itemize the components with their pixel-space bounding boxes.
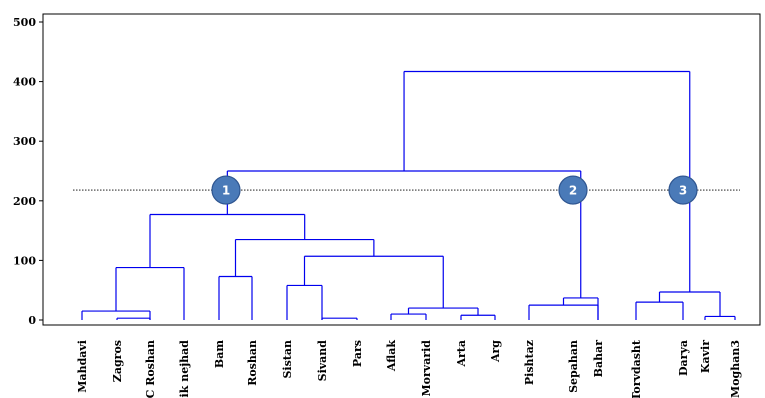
leaf-label: Sistan (281, 340, 294, 379)
branch-m6 (321, 317, 358, 320)
cluster-marker-label: 1 (222, 184, 230, 198)
y-tick-label: 0 (28, 314, 36, 327)
y-tick-label: 300 (13, 135, 36, 148)
cluster-marker-circle (211, 175, 241, 205)
branch-m7 (390, 313, 427, 320)
leaf-label: Morvarid (420, 340, 433, 397)
cluster-marker-circle (668, 175, 698, 205)
branch-m19 (403, 70, 691, 292)
leaf-label: Darya (677, 340, 690, 376)
y-tick-label: 500 (13, 16, 36, 29)
leaf-label: Roshan (246, 340, 259, 386)
y-tick-label: 200 (13, 195, 36, 208)
leaf-labels: Mahdavi Zagros C Roshan ik nejhad Bam Roshan S… (76, 339, 742, 398)
leaf-label: Mahdavi (76, 340, 89, 393)
branch-m4 (218, 275, 253, 320)
leaf-label: Moghan3 (729, 340, 742, 398)
cluster-marker-label: 3 (679, 184, 687, 198)
leaf-label: Kavir (699, 340, 712, 373)
branch-m13 (528, 304, 599, 320)
leaf-label: Sepahan (567, 340, 580, 393)
leaf-label: ik nejhad (178, 340, 191, 398)
y-tick-label: 400 (13, 76, 36, 89)
cluster-marker-1: 1 (211, 175, 241, 205)
branch-m15 (635, 301, 684, 320)
leaf-label: Pars (351, 340, 364, 367)
leaf-label: Torvdasht (630, 339, 643, 398)
branch-m16 (704, 315, 736, 320)
cluster-marker-2: 2 (558, 175, 588, 205)
branch-m12 (149, 213, 306, 268)
leaf-label: Arta (455, 340, 468, 368)
cluster-marker-3: 3 (668, 175, 698, 205)
branches (81, 70, 736, 320)
leaf-label: Zagros (111, 340, 124, 382)
plot-axes: 0 100 200 300 400 500 (13, 13, 761, 327)
branch-m14 (562, 297, 599, 320)
cluster-markers: 1 2 3 (211, 175, 698, 205)
leaf-label: Pishtaz (523, 340, 536, 385)
leaf-label: Bahar (592, 340, 605, 378)
branch-m8 (460, 314, 496, 320)
cluster-marker-label: 2 (569, 184, 577, 198)
branch-m17 (658, 291, 721, 317)
leaf-label: C Roshan (144, 340, 157, 398)
plot-frame (42, 13, 761, 326)
branch-m10 (303, 255, 444, 309)
leaf-label: Bam (213, 340, 226, 368)
cluster-marker-circle (558, 175, 588, 205)
leaf-label: Sivand (316, 340, 329, 382)
leaf-label: Aflak (385, 340, 398, 372)
y-tick-label: 100 (13, 254, 36, 267)
branch-m2 (116, 317, 151, 320)
leaf-label: Arg (489, 340, 502, 363)
branch-m5 (286, 284, 323, 320)
